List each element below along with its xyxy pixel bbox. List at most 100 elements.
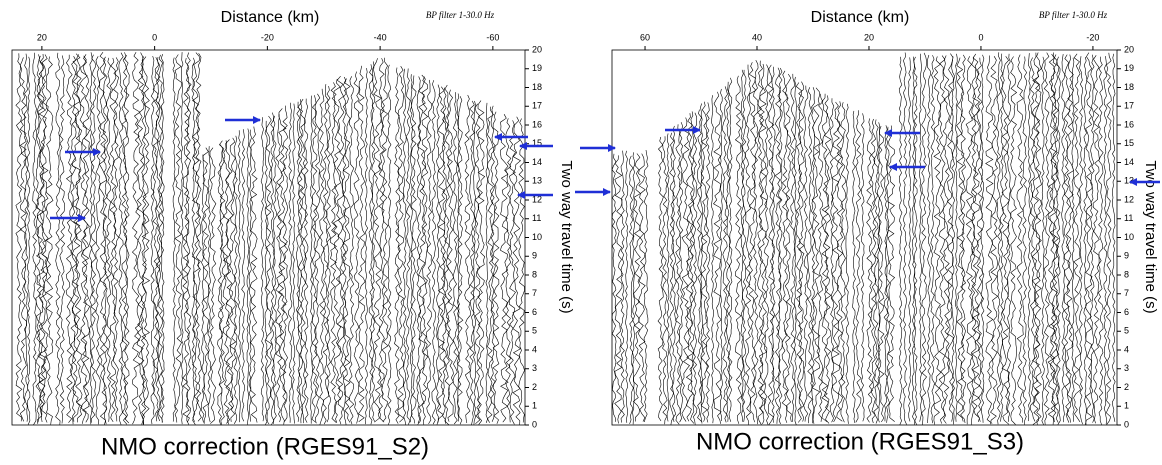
- y-tick-label: 5: [1124, 326, 1129, 336]
- trace: [158, 54, 163, 423]
- trace: [118, 52, 124, 425]
- trace: [757, 60, 764, 425]
- trace: [402, 68, 407, 425]
- trace: [23, 53, 29, 422]
- trace: [99, 52, 108, 425]
- trace: [102, 56, 109, 425]
- trace: [270, 112, 275, 425]
- trace: [745, 64, 752, 425]
- trace: [956, 57, 965, 422]
- trace: [678, 122, 684, 423]
- trace: [860, 113, 865, 422]
- trace: [292, 103, 296, 424]
- trace: [341, 76, 347, 426]
- trace: [272, 115, 277, 424]
- trace: [870, 118, 877, 424]
- trace: [505, 118, 512, 423]
- trace: [55, 52, 61, 425]
- trace: [518, 118, 525, 423]
- trace: [1001, 56, 1010, 425]
- y-tick-label: 18: [532, 82, 542, 92]
- trace: [326, 86, 331, 423]
- trace: [41, 54, 49, 423]
- trace: [342, 78, 351, 423]
- trace: [926, 54, 931, 424]
- trace: [669, 132, 675, 425]
- trace: [410, 75, 417, 424]
- trace: [131, 51, 141, 425]
- trace: [300, 98, 307, 424]
- trace: [421, 76, 429, 425]
- trace: [113, 57, 120, 422]
- section-panel: [15, 51, 525, 426]
- trace: [241, 129, 246, 422]
- y-tick-label: 12: [532, 194, 542, 204]
- trace: [65, 54, 73, 423]
- y-tick-label: 2: [532, 382, 537, 392]
- x-tick-label: -60: [486, 32, 499, 42]
- trace: [509, 120, 516, 425]
- trace: [681, 117, 690, 422]
- filter-note: BP filter 1-30.0 Hz: [426, 10, 495, 20]
- trace: [160, 54, 165, 423]
- y-tick-label: 4: [532, 344, 537, 354]
- trace: [643, 149, 649, 423]
- trace: [1061, 54, 1066, 423]
- trace: [821, 93, 829, 423]
- trace: [713, 91, 722, 424]
- trace: [322, 84, 330, 425]
- trace: [150, 56, 155, 425]
- y-tick-label: 10: [532, 232, 542, 242]
- trace: [431, 80, 437, 425]
- trace: [333, 78, 342, 423]
- trace: [719, 88, 723, 422]
- trace: [492, 111, 500, 424]
- trace: [1041, 56, 1045, 425]
- trace: [446, 89, 454, 422]
- trace: [336, 76, 345, 425]
- x-tick-label: -20: [1086, 32, 1099, 42]
- y-tick-label: 9: [1124, 251, 1129, 261]
- x-tick-label: 20: [37, 32, 47, 42]
- y-tick-label: 15: [532, 138, 542, 148]
- y-tick-label: 14: [1124, 157, 1134, 167]
- trace: [685, 113, 694, 422]
- trace: [628, 155, 634, 425]
- y-tick-label: 8: [1124, 269, 1129, 279]
- trace: [696, 109, 703, 422]
- trace: [106, 57, 112, 422]
- trace: [1063, 54, 1071, 423]
- trace: [436, 84, 440, 425]
- trace: [1111, 53, 1116, 422]
- trace: [314, 93, 321, 422]
- y-tick-label: 6: [1124, 307, 1129, 317]
- trace: [624, 150, 629, 423]
- y-tick-label: 12: [1124, 194, 1134, 204]
- trace: [182, 57, 190, 423]
- y-tick-label: 0: [532, 419, 537, 429]
- trace: [980, 54, 985, 423]
- trace: [672, 125, 677, 422]
- trace: [297, 99, 304, 424]
- x-tick-label: -20: [261, 32, 274, 42]
- trace: [185, 52, 192, 425]
- x-tick-label: -40: [374, 32, 387, 42]
- trace: [700, 101, 708, 422]
- trace: [201, 154, 205, 423]
- trace: [1027, 53, 1031, 422]
- trace: [611, 153, 617, 422]
- trace: [781, 70, 789, 423]
- x-tick-label: 20: [864, 32, 874, 42]
- trace: [886, 126, 890, 423]
- trace: [1022, 56, 1028, 425]
- trace: [742, 69, 747, 422]
- trace: [866, 118, 874, 423]
- trace: [74, 54, 83, 423]
- trace: [771, 66, 776, 423]
- trace: [79, 55, 88, 424]
- y-tick-label: 15: [1124, 138, 1134, 148]
- trace: [357, 65, 366, 423]
- trace: [288, 102, 293, 423]
- trace: [123, 54, 130, 424]
